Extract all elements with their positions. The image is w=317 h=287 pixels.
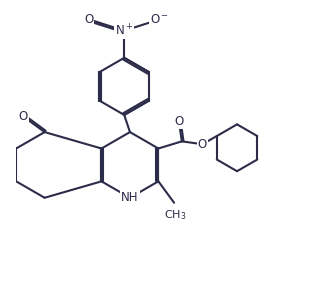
Text: O$^-$: O$^-$ <box>151 13 170 26</box>
Text: NH: NH <box>121 191 139 204</box>
Text: O: O <box>84 13 93 26</box>
Text: N$^+$: N$^+$ <box>115 23 133 38</box>
Text: O: O <box>174 115 184 128</box>
Text: CH$_3$: CH$_3$ <box>164 208 187 222</box>
Text: O: O <box>19 110 28 123</box>
Text: O: O <box>198 138 207 151</box>
